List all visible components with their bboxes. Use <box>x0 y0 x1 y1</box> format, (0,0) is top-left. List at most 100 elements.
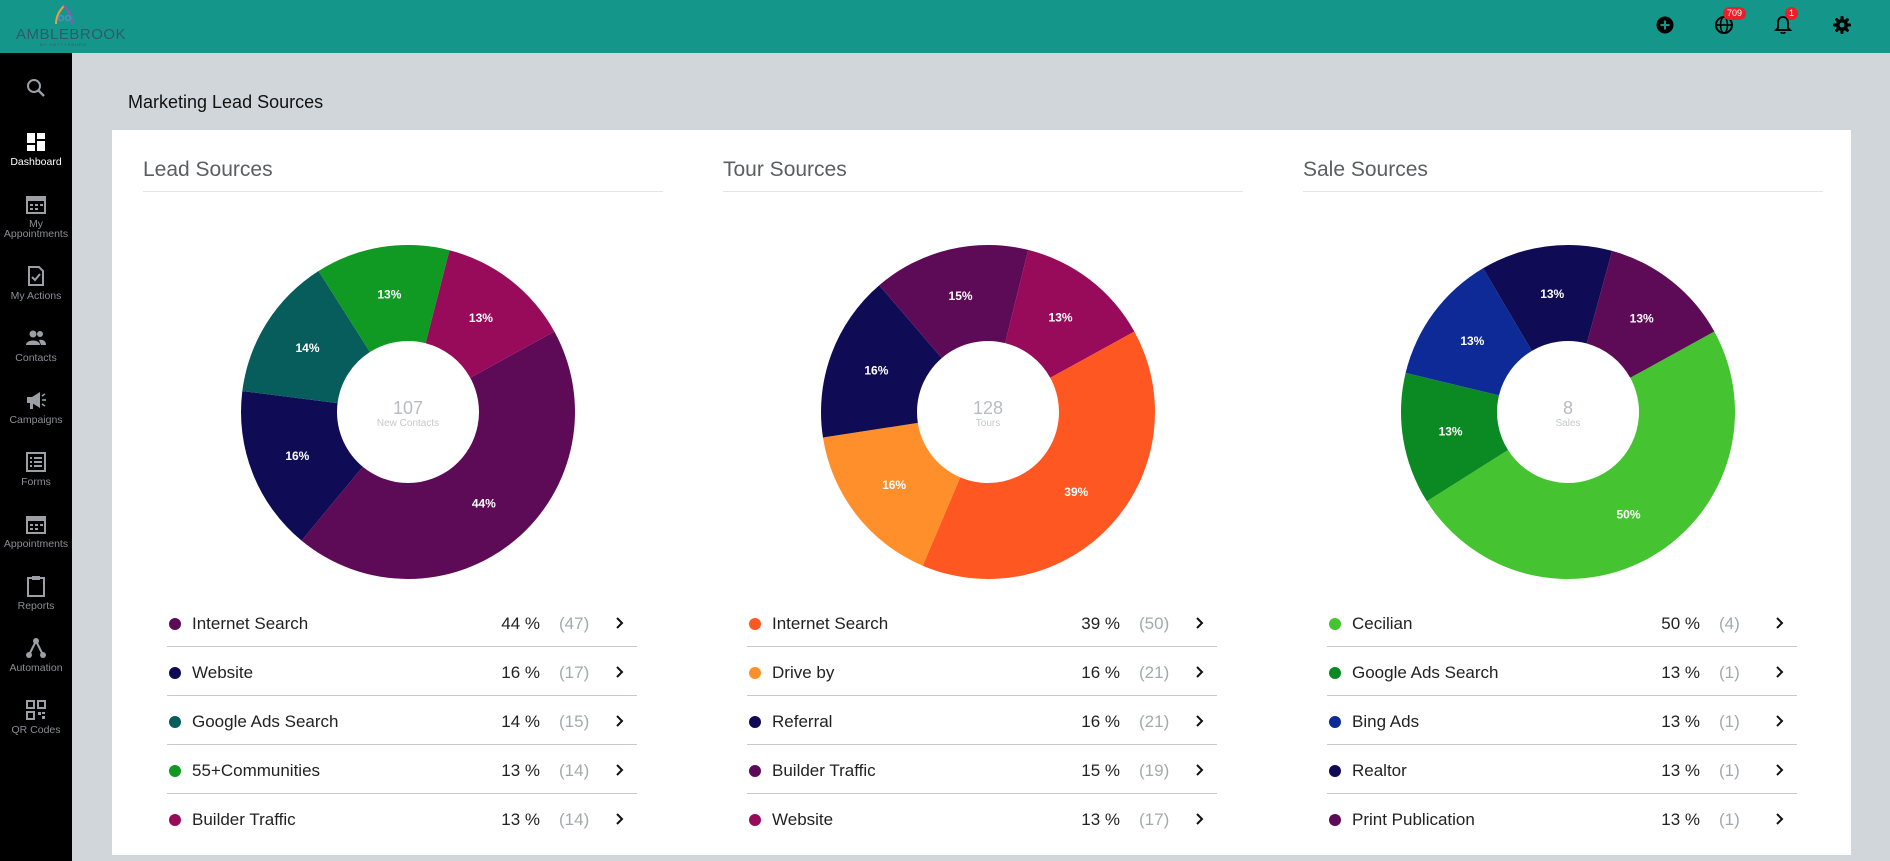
legend-count: (17) <box>1139 810 1170 829</box>
legend-row[interactable]: Drive by 16 % (21) <box>747 647 1217 696</box>
sidebar-item-label: Contacts <box>15 352 57 364</box>
donut-slice[interactable] <box>318 245 450 353</box>
sidebar-item-label: Forms <box>21 476 51 488</box>
automation-icon <box>26 638 46 658</box>
chevron-right-icon[interactable] <box>611 811 627 827</box>
divider <box>723 191 1243 192</box>
donut-slice[interactable] <box>241 391 363 541</box>
legend-color-dot <box>169 765 181 777</box>
donut-slice[interactable] <box>1483 245 1613 351</box>
legend-row[interactable]: Google Ads Search 13 % (1) <box>1327 647 1797 696</box>
donut-slice[interactable] <box>922 331 1155 579</box>
donut-center-value: 128 <box>973 398 1003 418</box>
legend-row[interactable]: Builder Traffic 13 % (14) <box>167 794 637 843</box>
search-icon <box>27 79 45 97</box>
legend-color-dot <box>1329 667 1341 679</box>
legend-label: Website <box>192 663 254 682</box>
legend-row[interactable]: Website 16 % (17) <box>167 647 637 696</box>
sidebar-item-reports[interactable]: Reports <box>0 575 72 631</box>
bell-badge: 1 <box>1785 7 1799 20</box>
legend-label: Drive by <box>772 663 835 682</box>
slice-label: 13% <box>377 287 401 301</box>
legend-row[interactable]: Referral 16 % (21) <box>747 696 1217 745</box>
chevron-right-icon[interactable] <box>1771 615 1787 631</box>
slice-label: 39% <box>1064 485 1088 499</box>
legend-row[interactable]: Cecilian 50 % (4) <box>1327 598 1797 647</box>
sidebar-item-campaigns[interactable]: Campaigns <box>0 389 72 445</box>
page-title: Marketing Lead Sources <box>128 92 324 112</box>
chevron-right-icon[interactable] <box>1191 615 1207 631</box>
legend-count: (21) <box>1139 712 1170 731</box>
legend-row[interactable]: Internet Search 44 % (47) <box>167 598 637 647</box>
chevron-right-icon[interactable] <box>1771 664 1787 680</box>
slice-label: 16% <box>864 364 888 378</box>
legend-row[interactable]: Builder Traffic 15 % (19) <box>747 745 1217 794</box>
sidebar-item-label: My Appointments <box>3 218 69 240</box>
legend-label: Google Ads Search <box>192 712 339 731</box>
legend-count: (19) <box>1139 761 1170 780</box>
legend-color-dot <box>1329 765 1341 777</box>
legend-row[interactable]: Website 13 % (17) <box>747 794 1217 843</box>
donut-slice[interactable] <box>1401 372 1509 502</box>
chevron-right-icon[interactable] <box>1191 713 1207 729</box>
legend-color-dot <box>749 618 761 630</box>
legend-row[interactable]: 55+Communities 13 % (14) <box>167 745 637 794</box>
panel-title: Sale Sources <box>1303 158 1428 181</box>
slice-label: 14% <box>296 341 320 355</box>
settings-button[interactable] <box>1831 14 1853 36</box>
sidebar-item-forms[interactable]: Forms <box>0 451 72 507</box>
sidebar-item-contacts[interactable]: Contacts <box>0 327 72 383</box>
legend-label: Cecilian <box>1352 614 1413 633</box>
chevron-right-icon[interactable] <box>611 615 627 631</box>
sidebar-item-my-actions[interactable]: My Actions <box>0 265 72 321</box>
slice-label: 13% <box>1439 424 1463 438</box>
chevron-right-icon[interactable] <box>1771 713 1787 729</box>
sidebar-item-qr-codes[interactable]: QR Codes <box>0 699 72 755</box>
panel-sale-sources: Sale Sources 50% 13% 13% 13% 13% 8 Sales Cecilia… <box>1272 130 1823 855</box>
app-logo[interactable]: AMBLEBROOK BY GETTYSBURG <box>12 4 126 47</box>
calendar-icon <box>26 516 46 534</box>
donut-slice[interactable] <box>301 331 575 579</box>
chevron-right-icon[interactable] <box>1191 811 1207 827</box>
add-circle-icon <box>1656 16 1674 34</box>
legend-percent: 16 % <box>1081 712 1120 731</box>
donut-slice[interactable] <box>821 285 942 438</box>
donut-slice[interactable] <box>425 250 555 378</box>
donut-slice[interactable] <box>822 422 961 566</box>
chevron-right-icon[interactable] <box>1191 762 1207 778</box>
chevron-right-icon[interactable] <box>611 762 627 778</box>
donut-center-value: 107 <box>393 398 423 418</box>
sidebar-item-appointments[interactable]: Appointments <box>0 513 72 569</box>
donut-slice[interactable] <box>879 245 1029 359</box>
chevron-right-icon[interactable] <box>1771 811 1787 827</box>
donut-slice[interactable] <box>1586 250 1715 378</box>
legend-row[interactable]: Realtor 13 % (1) <box>1327 745 1797 794</box>
slice-label: 13% <box>1460 334 1484 348</box>
legend-percent: 13 % <box>1081 810 1120 829</box>
donut-slice[interactable] <box>1426 331 1736 580</box>
legend-label: Builder Traffic <box>192 810 296 829</box>
chevron-right-icon[interactable] <box>1191 664 1207 680</box>
sidebar-item-search[interactable] <box>0 77 72 133</box>
legend-row[interactable]: Bing Ads 13 % (1) <box>1327 696 1797 745</box>
panel-title: Lead Sources <box>143 158 273 181</box>
chevron-right-icon[interactable] <box>1771 762 1787 778</box>
legend-count: (50) <box>1139 614 1170 633</box>
chevron-right-icon[interactable] <box>611 664 627 680</box>
notifications-button[interactable]: 1 <box>1772 7 1799 36</box>
donut-slice[interactable] <box>1005 249 1135 378</box>
globe-button[interactable]: 709 <box>1713 7 1747 36</box>
legend-row[interactable]: Google Ads Search 14 % (15) <box>167 696 637 745</box>
sidebar-item-dashboard[interactable]: Dashboard <box>0 131 72 187</box>
add-button[interactable] <box>1654 14 1676 36</box>
chevron-right-icon[interactable] <box>611 713 627 729</box>
clipboard-icon <box>27 576 45 597</box>
legend-row[interactable]: Internet Search 39 % (50) <box>747 598 1217 647</box>
donut-slice[interactable] <box>1405 268 1532 396</box>
legend-row[interactable]: Print Publication 13 % (1) <box>1327 794 1797 843</box>
donut-slice[interactable] <box>242 270 370 404</box>
legend-list: Internet Search 44 % (47) Website 16 % (17) Go… <box>167 598 637 843</box>
sidebar-item-automation[interactable]: Automation <box>0 637 72 693</box>
sidebar-item-my-appointments[interactable]: My Appointments <box>0 193 72 249</box>
